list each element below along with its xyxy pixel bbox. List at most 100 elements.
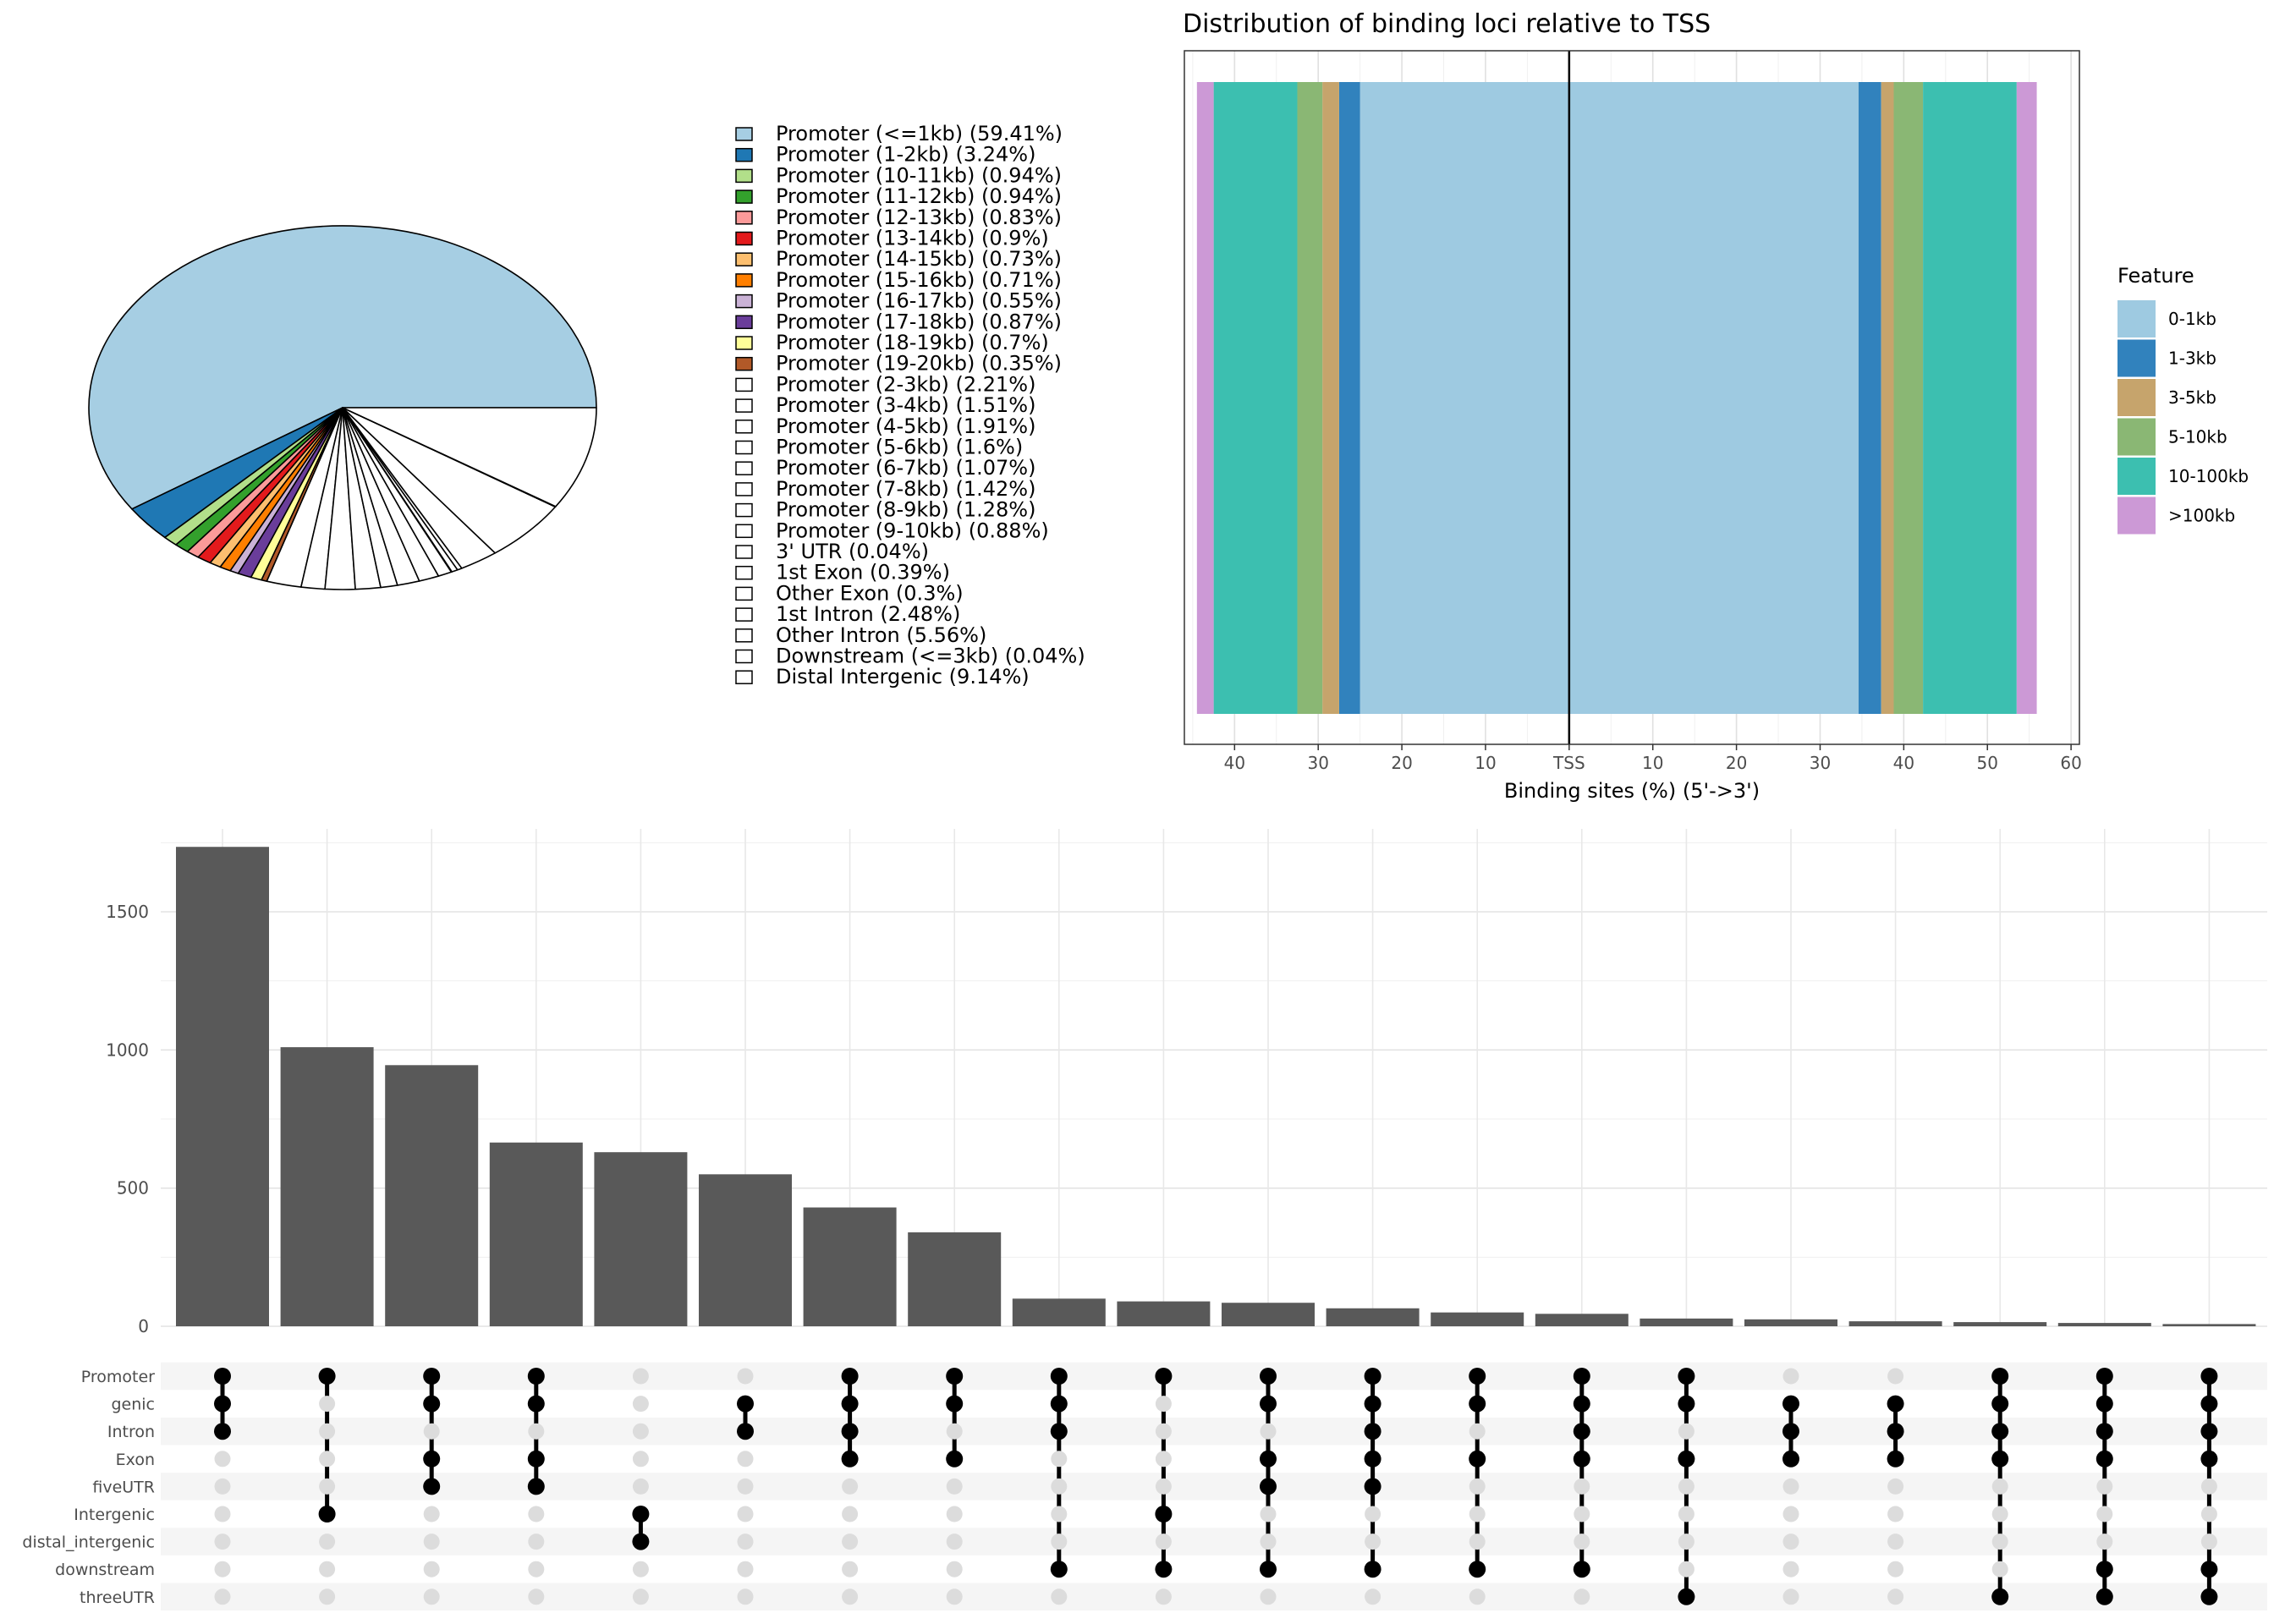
upset-dot-active xyxy=(423,1450,441,1468)
upset-dot-inactive xyxy=(423,1423,440,1440)
pie-legend-key xyxy=(735,461,753,475)
upset-dot-active xyxy=(2200,1450,2218,1468)
upset-dot-active xyxy=(841,1423,859,1440)
upset-dot-inactive xyxy=(319,1478,336,1495)
upset-dot-inactive xyxy=(737,1506,754,1522)
upset-dot-inactive xyxy=(1155,1478,1172,1495)
upset-dot-inactive xyxy=(1469,1533,1486,1550)
upset-dot-inactive xyxy=(1678,1561,1695,1577)
pie-legend-key xyxy=(735,440,753,455)
tss-bar-downstream xyxy=(1923,82,2017,714)
upset-bar xyxy=(2057,1323,2151,1326)
upset-dot-active xyxy=(2095,1450,2113,1468)
upset-dot-active xyxy=(1573,1423,1590,1440)
upset-dot-active xyxy=(1469,1368,1486,1385)
upset-bar xyxy=(1640,1318,1733,1326)
upset-set-label: threeUTR xyxy=(80,1588,155,1607)
tss-legend-label: 0-1kb xyxy=(2168,309,2216,329)
upset-dot-inactive xyxy=(2200,1533,2217,1550)
upset-dot-inactive xyxy=(737,1561,754,1577)
upset-dot-active xyxy=(841,1368,859,1385)
tss-legend-label: 10-100kb xyxy=(2168,466,2249,486)
upset-dot-inactive xyxy=(1051,1506,1068,1522)
upset-dot-active xyxy=(1364,1561,1381,1578)
tss-x-axis-title: Binding sites (%) (5'->3') xyxy=(1504,779,1760,803)
upset-dot-inactive xyxy=(842,1561,859,1577)
upset-dot-inactive xyxy=(1574,1506,1590,1522)
upset-dot-active xyxy=(2200,1588,2218,1605)
pie-legend-key xyxy=(735,147,753,162)
upset-dot-active xyxy=(214,1395,231,1413)
upset-dot-inactive xyxy=(2096,1478,2113,1495)
upset-matrix-stripe xyxy=(161,1417,2267,1446)
tss-legend-key xyxy=(2117,379,2156,416)
pie-legend-label: Promoter (12-13kb) (0.83%) xyxy=(776,206,1062,229)
tss-bar-upstream xyxy=(1322,82,1339,714)
upset-dot-active xyxy=(2095,1423,2113,1440)
pie-legend-label: Promoter (19-20kb) (0.35%) xyxy=(776,352,1062,376)
upset-dot-inactive xyxy=(1155,1533,1172,1550)
upset-dot-inactive xyxy=(842,1478,859,1495)
upset-dot-inactive xyxy=(632,1561,649,1577)
upset-dot-active xyxy=(1155,1368,1173,1385)
upset-dot-inactive xyxy=(632,1396,649,1413)
upset-bar xyxy=(280,1047,374,1326)
pie-legend-key xyxy=(735,586,753,601)
pie-legend-label: Promoter (13-14kb) (0.9%) xyxy=(776,227,1049,250)
upset-dot-inactive xyxy=(1782,1561,1799,1577)
pie-legend-key xyxy=(735,607,753,622)
pie-legend-key xyxy=(735,231,753,246)
pie-legend-label: Promoter (10-11kb) (0.94%) xyxy=(776,163,1062,187)
upset-dot-active xyxy=(2095,1561,2113,1578)
upset-matrix-stripe xyxy=(161,1528,2267,1555)
upset-dot-inactive xyxy=(1887,1368,1904,1385)
pie-legend-label: Promoter (9-10kb) (0.88%) xyxy=(776,518,1049,542)
upset-dot-active xyxy=(1260,1478,1277,1495)
upset-matrix-stripe xyxy=(161,1583,2267,1611)
upset-dot-inactive xyxy=(737,1533,754,1550)
upset-dot-inactive xyxy=(946,1506,963,1522)
upset-dot-active xyxy=(214,1423,231,1440)
tss-legend-label: >100kb xyxy=(2168,506,2235,526)
upset-dot-active xyxy=(1991,1423,2009,1440)
upset-dot-active xyxy=(946,1450,964,1468)
upset-dot-active xyxy=(1364,1478,1381,1495)
pie-legend-key xyxy=(735,565,753,580)
upset-dot-inactive xyxy=(423,1561,440,1577)
upset-dot-inactive xyxy=(1155,1588,1172,1605)
tss-legend-title: Feature xyxy=(2117,264,2194,288)
upset-dot-inactive xyxy=(1469,1478,1486,1495)
upset-dot-inactive xyxy=(1782,1588,1799,1605)
upset-dot-inactive xyxy=(1991,1533,2008,1550)
upset-set-label: distal_intergenic xyxy=(22,1533,155,1552)
pie-slice xyxy=(342,407,597,508)
upset-dot-active xyxy=(632,1506,650,1522)
upset-set-label: genic xyxy=(111,1396,155,1414)
upset-dot-active xyxy=(318,1368,336,1385)
upset-dot-active xyxy=(1050,1368,1068,1385)
upset-dot-active xyxy=(1364,1368,1381,1385)
upset-dot-active xyxy=(1991,1395,2009,1413)
upset-dot-inactive xyxy=(1678,1423,1695,1440)
tss-tick-label: 10 xyxy=(1642,753,1663,773)
upset-bar xyxy=(176,847,269,1326)
upset-dot-inactive xyxy=(214,1533,231,1550)
upset-dot-inactive xyxy=(737,1451,754,1468)
pie-legend-label: Other Exon (0.3%) xyxy=(776,581,964,605)
upset-dot-inactive xyxy=(1887,1478,1904,1495)
upset-dot-active xyxy=(1887,1450,1904,1468)
upset-dot-inactive xyxy=(2200,1478,2217,1495)
pie-legend-label: 1st Exon (0.39%) xyxy=(776,561,950,584)
upset-dot-inactive xyxy=(1051,1478,1068,1495)
upset-dot-inactive xyxy=(1260,1533,1277,1550)
pie-chart-panel: Promoter (<=1kb) (59.41%)Promoter (1-2kb… xyxy=(88,122,1085,689)
pie-legend-key xyxy=(735,482,753,497)
upset-dot-active xyxy=(1678,1588,1695,1605)
upset-set-label: downstream xyxy=(55,1561,155,1579)
upset-dot-inactive xyxy=(1365,1588,1381,1605)
upset-dot-inactive xyxy=(1782,1368,1799,1385)
upset-dot-active xyxy=(1887,1395,1904,1413)
tss-tick-label: 50 xyxy=(1977,753,1998,773)
tss-tick-label: 30 xyxy=(1810,753,1831,773)
upset-y-tick-label: 500 xyxy=(117,1178,149,1199)
